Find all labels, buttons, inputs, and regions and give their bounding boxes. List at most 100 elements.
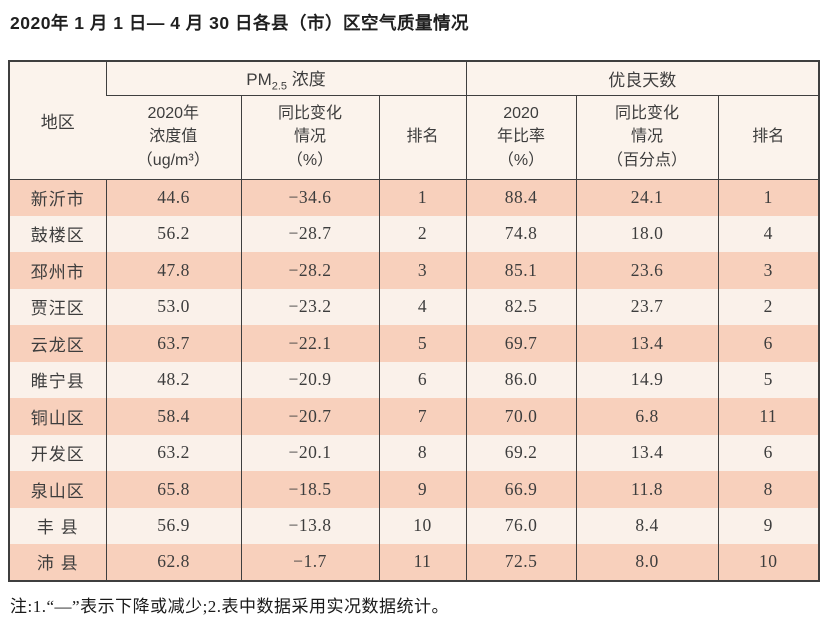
pm-change-cell: −1.7 xyxy=(240,544,379,581)
header-pm-change: 同比变化 情况 （%） xyxy=(240,95,379,180)
days-change-cell: 8.0 xyxy=(575,544,718,581)
pm-rank-cell: 8 xyxy=(378,434,466,471)
pm-change-cell: −28.7 xyxy=(240,215,379,252)
days-rate-cell: 82.5 xyxy=(465,288,576,325)
pm-rank-cell: 6 xyxy=(378,361,466,398)
pm-value-cell: 56.2 xyxy=(105,215,241,252)
days-rate-cell: 69.2 xyxy=(465,434,576,471)
header-group-good-days: 优良天数 xyxy=(465,61,820,96)
region-cell: 睢宁县 xyxy=(9,361,106,398)
days-rank-cell: 11 xyxy=(717,398,820,435)
region-cell: 泉山区 xyxy=(9,471,106,508)
days-change-cell: 6.8 xyxy=(575,398,718,435)
pm-rank-cell: 7 xyxy=(378,398,466,435)
table-row: 云龙区 63.7 −22.1 5 69.7 13.4 6 xyxy=(9,325,820,362)
region-cell: 贾汪区 xyxy=(9,288,106,325)
table-row: 沛 县 62.8 −1.7 11 72.5 8.0 10 xyxy=(9,544,820,581)
pm-rank-cell: 1 xyxy=(378,179,466,216)
pm25-subscript: 2.5 xyxy=(271,79,288,92)
header-pm-value: 2020年 浓度值 （ug/m³） xyxy=(106,95,241,180)
pm-value-cell: 48.2 xyxy=(105,361,241,398)
pm-change-cell: −28.2 xyxy=(240,252,379,289)
table-row: 贾汪区 53.0 −23.2 4 82.5 23.7 2 xyxy=(9,288,820,325)
header-group-row: 地区 PM2.5 浓度 优良天数 xyxy=(9,61,820,180)
pm25-suffix: 浓度 xyxy=(287,69,326,89)
pm-change-cell: −20.1 xyxy=(240,434,379,471)
pm-rank-cell: 3 xyxy=(378,252,466,289)
pm-change-cell: −18.5 xyxy=(240,471,379,508)
pm-value-cell: 62.8 xyxy=(105,544,241,581)
pm-change-cell: −13.8 xyxy=(240,507,379,544)
air-quality-table: 地区 PM2.5 浓度 优良天数 2020年 浓度值 （ug/m³） 同比变化 … xyxy=(8,60,821,582)
table-body: 新沂市 44.6 −34.6 1 88.4 24.1 1 鼓楼区 56.2 −2… xyxy=(9,179,820,581)
days-rank-cell: 9 xyxy=(717,507,820,544)
table-row: 开发区 63.2 −20.1 8 69.2 13.4 6 xyxy=(9,434,820,471)
table-row: 邳州市 47.8 −28.2 3 85.1 23.6 3 xyxy=(9,252,820,289)
region-cell: 新沂市 xyxy=(9,179,106,216)
pm-value-cell: 58.4 xyxy=(105,398,241,435)
header-days-rate: 2020 年比率 （%） xyxy=(465,95,576,180)
pm-change-cell: −20.7 xyxy=(240,398,379,435)
days-change-cell: 24.1 xyxy=(575,179,718,216)
pm-value-cell: 63.2 xyxy=(105,434,241,471)
days-change-cell: 18.0 xyxy=(575,215,718,252)
region-cell: 邳州市 xyxy=(9,252,106,289)
pm-change-cell: −34.6 xyxy=(240,179,379,216)
pm-rank-cell: 2 xyxy=(378,215,466,252)
region-cell: 沛 县 xyxy=(9,544,106,581)
days-rank-cell: 6 xyxy=(717,434,820,471)
days-rank-cell: 4 xyxy=(717,215,820,252)
header-days-change: 同比变化 情况 （百分点） xyxy=(575,95,718,180)
pm-change-cell: −23.2 xyxy=(240,288,379,325)
pm-value-cell: 65.8 xyxy=(105,471,241,508)
days-change-cell: 11.8 xyxy=(575,471,718,508)
footnote: 注:1.“—”表示下降或减少;2.表中数据采用实况数据统计。 xyxy=(10,597,450,616)
header-region: 地区 xyxy=(9,61,106,180)
page-title: 2020年 1 月 1 日— 4 月 30 日各县（市）区空气质量情况 xyxy=(10,13,469,33)
pm-change-cell: −20.9 xyxy=(240,361,379,398)
table-row: 新沂市 44.6 −34.6 1 88.4 24.1 1 xyxy=(9,179,820,216)
days-change-cell: 8.4 xyxy=(575,507,718,544)
table-row: 泉山区 65.8 −18.5 9 66.9 11.8 8 xyxy=(9,471,820,508)
pm-rank-cell: 10 xyxy=(378,507,466,544)
pm-rank-cell: 11 xyxy=(378,544,466,581)
days-change-cell: 13.4 xyxy=(575,434,718,471)
region-cell: 云龙区 xyxy=(9,325,106,362)
table-row: 鼓楼区 56.2 −28.7 2 74.8 18.0 4 xyxy=(9,215,820,252)
days-rate-cell: 69.7 xyxy=(465,325,576,362)
days-rate-cell: 76.0 xyxy=(465,507,576,544)
days-change-cell: 23.7 xyxy=(575,288,718,325)
pm-value-cell: 53.0 xyxy=(105,288,241,325)
days-change-cell: 13.4 xyxy=(575,325,718,362)
pm-rank-cell: 5 xyxy=(378,325,466,362)
header-pm-rank: 排名 xyxy=(378,95,466,180)
header-sub-row: 2020年 浓度值 （ug/m³） 同比变化 情况 （%） 排名 2020 年比… xyxy=(9,95,820,180)
pm-value-cell: 56.9 xyxy=(105,507,241,544)
pm-value-cell: 44.6 xyxy=(105,179,241,216)
table-row: 丰 县 56.9 −13.8 10 76.0 8.4 9 xyxy=(9,507,820,544)
days-rank-cell: 2 xyxy=(717,288,820,325)
pm-change-cell: −22.1 xyxy=(240,325,379,362)
days-rank-cell: 5 xyxy=(717,361,820,398)
days-rate-cell: 70.0 xyxy=(465,398,576,435)
days-rate-cell: 85.1 xyxy=(465,252,576,289)
region-cell: 开发区 xyxy=(9,434,106,471)
pm-rank-cell: 4 xyxy=(378,288,466,325)
days-change-cell: 23.6 xyxy=(575,252,718,289)
table-row: 睢宁县 48.2 −20.9 6 86.0 14.9 5 xyxy=(9,361,820,398)
days-rate-cell: 74.8 xyxy=(465,215,576,252)
days-rate-cell: 66.9 xyxy=(465,471,576,508)
table-row: 铜山区 58.4 −20.7 7 70.0 6.8 11 xyxy=(9,398,820,435)
days-rank-cell: 10 xyxy=(717,544,820,581)
pm-rank-cell: 9 xyxy=(378,471,466,508)
days-rank-cell: 3 xyxy=(717,252,820,289)
days-rate-cell: 86.0 xyxy=(465,361,576,398)
header-days-rank: 排名 xyxy=(717,95,820,180)
days-rate-cell: 88.4 xyxy=(465,179,576,216)
pm25-prefix: PM xyxy=(246,69,272,89)
region-cell: 铜山区 xyxy=(9,398,106,435)
region-cell: 鼓楼区 xyxy=(9,215,106,252)
days-rank-cell: 8 xyxy=(717,471,820,508)
pm-value-cell: 47.8 xyxy=(105,252,241,289)
